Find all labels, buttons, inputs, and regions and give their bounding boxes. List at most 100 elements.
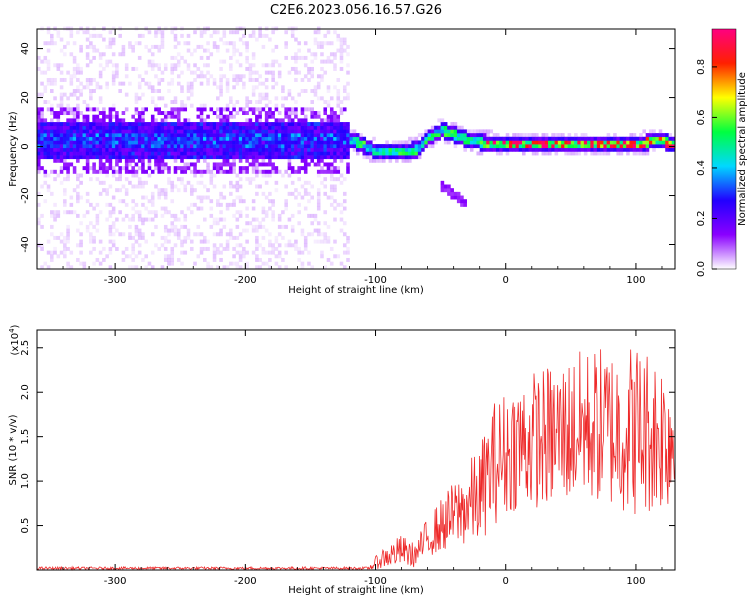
- heatmap-cell: [271, 59, 275, 64]
- heatmap-cell: [261, 144, 266, 149]
- heatmap-cell: [606, 136, 611, 141]
- heatmap-cell: [414, 155, 419, 160]
- heatmap-cell: [333, 30, 337, 35]
- heatmap-cell: [115, 228, 119, 233]
- heatmap-cell: [144, 44, 148, 49]
- heatmap-cell: [235, 133, 240, 138]
- heatmap-cell: [167, 180, 171, 185]
- heatmap-cell: [189, 136, 194, 141]
- heatmap-cell: [434, 129, 438, 134]
- heatmap-cell: [619, 144, 624, 149]
- heatmap-cell: [323, 221, 328, 226]
- heatmap-cell: [320, 122, 324, 127]
- heatmap-cell: [290, 33, 295, 38]
- heatmap-cell: [46, 41, 51, 46]
- heatmap-cell: [105, 151, 109, 156]
- heatmap-cell: [98, 191, 103, 196]
- heatmap-cell: [303, 125, 308, 130]
- heatmap-cell: [281, 125, 285, 130]
- heatmap-cell: [79, 243, 83, 248]
- heatmap-cell: [163, 195, 168, 200]
- heatmap-cell: [671, 140, 676, 145]
- heatmap-cell: [342, 41, 347, 46]
- heatmap-cell: [303, 114, 308, 119]
- heatmap-cell: [629, 144, 633, 149]
- heatmap-cell: [307, 191, 311, 196]
- heatmap-cell: [342, 144, 347, 149]
- heatmap-cell: [242, 129, 246, 134]
- heatmap-cell: [37, 66, 41, 71]
- heatmap-cell: [570, 136, 575, 141]
- heatmap-cell: [222, 265, 227, 270]
- heatmap-cell: [115, 114, 119, 119]
- heatmap-cell: [313, 114, 318, 119]
- heatmap-cell: [46, 239, 51, 244]
- heatmap-cell: [632, 133, 637, 138]
- heatmap-cell: [160, 118, 165, 123]
- heatmap-cell: [85, 103, 90, 108]
- heatmap-cell: [609, 147, 614, 152]
- heatmap-cell: [108, 107, 113, 112]
- heatmap-cell: [124, 122, 129, 127]
- heatmap-cell: [141, 180, 145, 185]
- heatmap-cell: [346, 125, 350, 130]
- heatmap-cell: [427, 144, 432, 149]
- heatmap-cell: [313, 129, 318, 134]
- heatmap-cell: [95, 147, 100, 152]
- heatmap-cell: [313, 140, 318, 145]
- heatmap-cell: [111, 125, 116, 130]
- heatmap-cell: [502, 144, 507, 149]
- heatmap-cell: [118, 166, 122, 171]
- heatmap-cell: [163, 63, 168, 68]
- heatmap-cell: [450, 188, 454, 193]
- heatmap-cell: [316, 144, 321, 149]
- heatmap-cell: [297, 136, 301, 141]
- heatmap-cell: [655, 136, 660, 141]
- heatmap-cell: [297, 257, 301, 262]
- heatmap-cell: [268, 173, 272, 178]
- heatmap-cell: [443, 125, 448, 130]
- heatmap-cell: [281, 147, 285, 152]
- heatmap-cell: [206, 48, 210, 53]
- heatmap-cell: [264, 92, 269, 97]
- heatmap-cell: [329, 144, 334, 149]
- colorbar-tick-label: 0.0: [696, 261, 707, 277]
- heatmap-cell: [98, 158, 103, 163]
- heatmap-cell: [645, 133, 650, 138]
- heatmap-cell: [264, 111, 269, 116]
- heatmap-cell: [50, 89, 54, 93]
- heatmap-cell: [69, 210, 74, 215]
- heatmap-cell: [50, 155, 54, 160]
- heatmap-cell: [141, 129, 145, 134]
- heatmap-cell: [216, 155, 220, 160]
- heatmap-cell: [486, 144, 490, 149]
- heatmap-cell: [648, 133, 653, 138]
- heatmap-cell: [46, 173, 51, 178]
- heatmap-cell: [43, 151, 48, 156]
- heatmap-cell: [388, 158, 393, 163]
- heatmap-cell: [245, 250, 249, 255]
- heatmap-cell: [154, 122, 158, 127]
- heatmap-cell: [635, 140, 640, 145]
- heatmap-cell: [339, 55, 344, 60]
- spectrogram-cells: [37, 26, 676, 270]
- heatmap-cell: [98, 147, 103, 152]
- heatmap-cell: [255, 133, 259, 138]
- heatmap-cell: [320, 166, 324, 171]
- heatmap-cell: [89, 147, 93, 152]
- heatmap-cell: [72, 66, 77, 71]
- heatmap-cell: [336, 177, 341, 182]
- heatmap-cell: [89, 221, 93, 226]
- heatmap-cell: [121, 129, 126, 134]
- heatmap-cell: [150, 265, 155, 270]
- heatmap-cell: [186, 41, 191, 46]
- heatmap-cell: [307, 140, 311, 145]
- heatmap-cell: [316, 239, 321, 244]
- heatmap-cell: [219, 140, 223, 145]
- heatmap-cell: [102, 125, 106, 130]
- heatmap-cell: [147, 122, 152, 127]
- heatmap-cell: [261, 217, 266, 222]
- heatmap-cell: [173, 228, 178, 233]
- heatmap-cell: [92, 129, 96, 134]
- heatmap-cell: [333, 166, 337, 171]
